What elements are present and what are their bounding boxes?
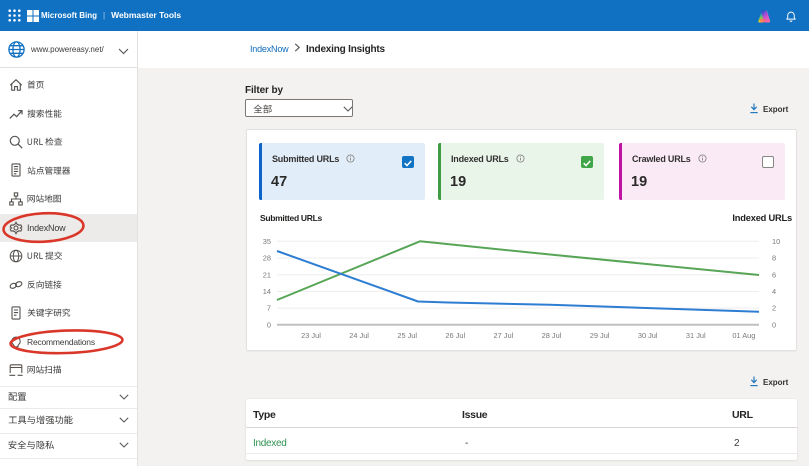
svg-text:24 Jul: 24 Jul [349, 331, 369, 340]
svg-text:0: 0 [772, 320, 776, 329]
svg-text:25 Jul: 25 Jul [397, 331, 417, 340]
svg-text:6: 6 [772, 270, 776, 279]
svg-text:21: 21 [263, 270, 271, 279]
svg-text:28 Jul: 28 Jul [542, 331, 562, 340]
svg-text:4: 4 [772, 287, 776, 296]
svg-text:27 Jul: 27 Jul [494, 331, 514, 340]
svg-text:01 Aug: 01 Aug [732, 331, 755, 340]
svg-text:8: 8 [772, 254, 776, 263]
svg-text:26 Jul: 26 Jul [445, 331, 465, 340]
svg-text:10: 10 [772, 237, 780, 246]
svg-text:31 Jul: 31 Jul [686, 331, 706, 340]
svg-text:28: 28 [263, 254, 271, 263]
svg-text:30 Jul: 30 Jul [638, 331, 658, 340]
svg-text:14: 14 [263, 287, 271, 296]
svg-text:35: 35 [263, 237, 271, 246]
svg-text:2: 2 [772, 304, 776, 313]
svg-text:23 Jul: 23 Jul [301, 331, 321, 340]
svg-text:29 Jul: 29 Jul [590, 331, 610, 340]
svg-text:7: 7 [267, 304, 271, 313]
svg-text:0: 0 [267, 320, 271, 329]
